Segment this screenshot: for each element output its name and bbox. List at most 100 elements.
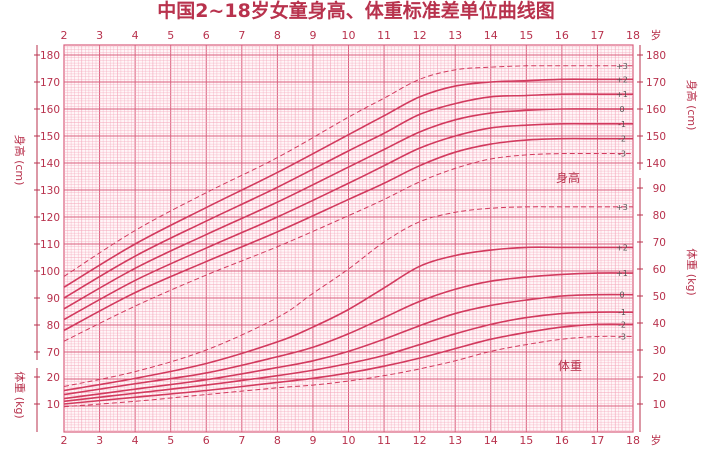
- weight-sd-label: -3: [618, 333, 626, 342]
- weight-curve-sd-plus1: [63, 272, 634, 396]
- height-tick-label-right: 160: [646, 104, 666, 116]
- x-tick-label-top: 10: [342, 29, 356, 42]
- weight-tick-label-right: 30: [653, 345, 666, 357]
- x-tick-label-top: 16: [555, 29, 569, 42]
- weight-tick-label-left: 10: [47, 399, 60, 411]
- weight-curve-sd-minus3: [63, 335, 634, 408]
- height-tick-label-left: 150: [40, 131, 60, 143]
- weight-tick-label-left: 20: [47, 372, 60, 384]
- weight-axis-title-right: 体重 (kg): [685, 248, 699, 295]
- x-tick-label-bottom: 2: [61, 434, 68, 447]
- weight-tick-label-right: 50: [653, 291, 666, 303]
- weight-sd-label: +3: [616, 203, 628, 212]
- weight-tick-label-right: 70: [653, 237, 666, 249]
- height-sd-label: +3: [616, 62, 628, 71]
- height-sd-label: +2: [616, 75, 628, 84]
- x-tick-label-top: 7: [238, 29, 245, 42]
- height-sd-label: -2: [618, 135, 626, 144]
- height-tick-label-left: 100: [40, 266, 60, 278]
- x-tick-label-top: 6: [203, 29, 210, 42]
- x-tick-label-bottom: 14: [484, 434, 498, 447]
- x-tick-label-bottom: 6: [203, 434, 210, 447]
- weight-tick-label-right: 90: [653, 183, 666, 195]
- weight-tick-label-right: 60: [653, 264, 666, 276]
- weight-curve-sd-minus2: [63, 323, 634, 405]
- x-unit-top: 岁: [651, 28, 662, 42]
- height-tick-label-left: 80: [47, 320, 60, 332]
- x-tick-label-bottom: 16: [555, 434, 569, 447]
- height-tick-label-left: 70: [47, 347, 60, 359]
- x-tick-label-top: 4: [132, 29, 139, 42]
- x-tick-label-bottom: 4: [132, 434, 139, 447]
- x-tick-label-top: 13: [448, 29, 462, 42]
- x-tick-label-top: 8: [274, 29, 281, 42]
- height-tick-label-left: 140: [40, 158, 60, 170]
- height-sd-label: 0: [619, 105, 624, 114]
- height-tick-label-left: 120: [40, 212, 60, 224]
- x-tick-label-bottom: 3: [96, 434, 103, 447]
- chart-title: 中国2~18岁女童身高、体重标准差单位曲线图: [157, 0, 555, 22]
- height-curve-sd-plus2: [63, 78, 633, 288]
- height-tick-label-right: 140: [646, 158, 666, 170]
- height-series-caption: 身高: [556, 170, 580, 185]
- height-tick-label-left: 130: [40, 185, 60, 197]
- x-tick-label-bottom: 17: [590, 434, 604, 447]
- x-tick-label-top: 12: [413, 29, 427, 42]
- height-curve-sd-minus1: [63, 122, 633, 321]
- height-tick-label-right: 170: [646, 77, 666, 89]
- x-tick-label-bottom: 5: [167, 434, 174, 447]
- height-curve-sd-minus2: [63, 137, 633, 332]
- x-tick-label-bottom: 18: [626, 434, 640, 447]
- weight-curve-sd-minus1: [63, 311, 634, 403]
- x-tick-label-top: 15: [519, 29, 533, 42]
- x-tick-label-top: 17: [590, 29, 604, 42]
- height-tick-label-left: 170: [40, 77, 60, 89]
- series-layer: [63, 65, 634, 408]
- weight-curve-sd-0: [63, 293, 634, 400]
- x-tick-label-bottom: 9: [309, 434, 316, 447]
- height-curve-sd-minus3: [63, 152, 633, 342]
- weight-sd-label: 0: [619, 291, 624, 300]
- x-tick-label-top: 9: [309, 29, 316, 42]
- x-tick-label-bottom: 13: [448, 434, 462, 447]
- height-curve-sd-0: [63, 108, 633, 310]
- x-tick-label-top: 18: [626, 29, 640, 42]
- weight-tick-label-right: 80: [653, 210, 666, 222]
- grid: [63, 44, 634, 433]
- weight-sd-label: -1: [618, 308, 626, 317]
- x-tick-label-top: 2: [61, 29, 68, 42]
- x-tick-label-bottom: 12: [413, 434, 427, 447]
- height-axis-title-right: 身高 (cm): [685, 80, 699, 131]
- x-tick-label-top: 14: [484, 29, 498, 42]
- height-sd-label: -1: [618, 120, 626, 129]
- x-tick-label-bottom: 11: [377, 434, 391, 447]
- x-tick-label-bottom: 7: [238, 434, 245, 447]
- x-tick-label-bottom: 15: [519, 434, 533, 447]
- x-tick-label-top: 11: [377, 29, 391, 42]
- height-curve-sd-plus3: [63, 65, 633, 277]
- weight-axis-title-left: 体重 (kg): [13, 371, 27, 418]
- weight-tick-label-right: 40: [653, 318, 666, 330]
- axes: 2 2 3 3 4 4 5 5 6 6 7 7 8 8 9 9 10 10 11 11 12 12 13 13 14 14 15 15…: [13, 28, 699, 447]
- height-curve-sd-plus1: [63, 93, 633, 299]
- height-tick-label-left: 110: [40, 239, 60, 251]
- weight-sd-label: +1: [616, 269, 628, 278]
- x-tick-label-bottom: 8: [274, 434, 281, 447]
- x-tick-label-top: 5: [167, 29, 174, 42]
- weight-series-caption: 体重: [558, 359, 582, 373]
- height-sd-label: -3: [618, 150, 626, 159]
- height-tick-label-right: 150: [646, 131, 666, 143]
- height-axis-title-left: 身高 (cm): [13, 135, 27, 186]
- weight-curve-sd-plus3: [63, 206, 633, 387]
- height-tick-label-right: 180: [646, 50, 666, 62]
- height-tick-label-left: 180: [40, 50, 60, 62]
- x-unit-bottom: 岁: [651, 433, 662, 447]
- x-tick-label-top: 3: [96, 29, 103, 42]
- x-tick-label-bottom: 10: [342, 434, 356, 447]
- weight-sd-label: -2: [618, 320, 626, 329]
- weight-curve-sd-plus2: [63, 246, 633, 392]
- weight-tick-label-right: 10: [653, 399, 666, 411]
- weight-tick-label-right: 20: [653, 372, 666, 384]
